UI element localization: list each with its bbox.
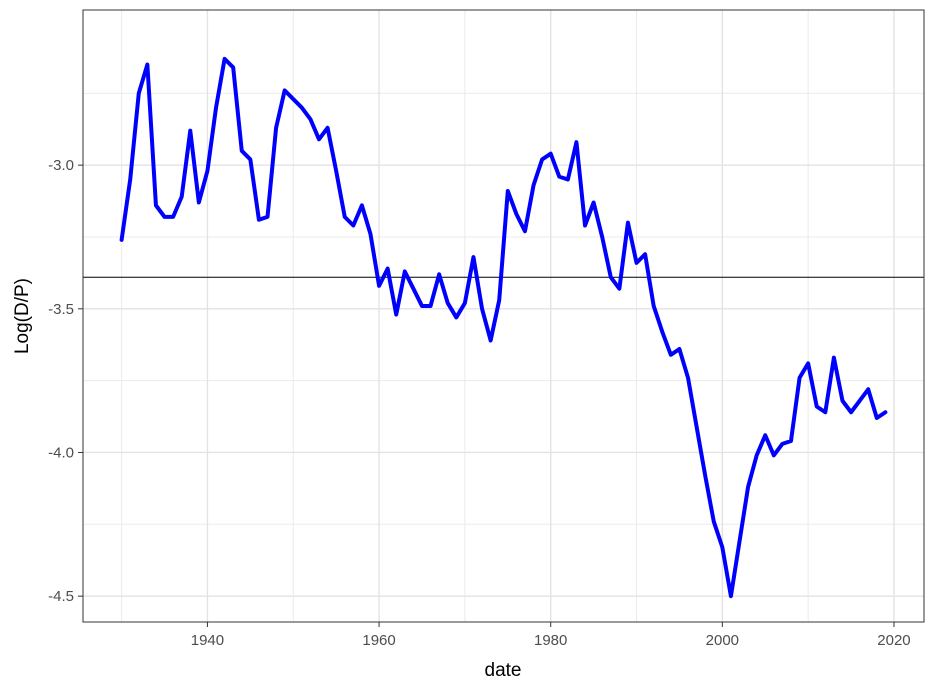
y-axis-title: Log(D/P) <box>12 278 33 354</box>
x-tick-label: 1960 <box>362 632 395 649</box>
plot-panel <box>83 10 924 622</box>
x-tick-label: 1940 <box>191 632 224 649</box>
grid-major <box>83 10 924 622</box>
x-tick-label: 1980 <box>534 632 567 649</box>
x-tick-label: 2020 <box>877 632 910 649</box>
y-axis: -3.0 -3.5 -4.0 -4.5 <box>48 157 83 605</box>
x-axis-title: date <box>485 660 522 681</box>
y-tick-label: -3.0 <box>48 157 74 174</box>
x-axis: 1940 1960 1980 2000 2020 <box>191 622 911 649</box>
y-tick-label: -4.5 <box>48 588 74 605</box>
y-tick-label: -3.5 <box>48 301 74 318</box>
x-tick-label: 2000 <box>706 632 739 649</box>
y-tick-label: -4.0 <box>48 444 74 461</box>
series-line <box>119 56 888 599</box>
grid-minor <box>83 10 924 622</box>
plot-border <box>82 9 925 623</box>
